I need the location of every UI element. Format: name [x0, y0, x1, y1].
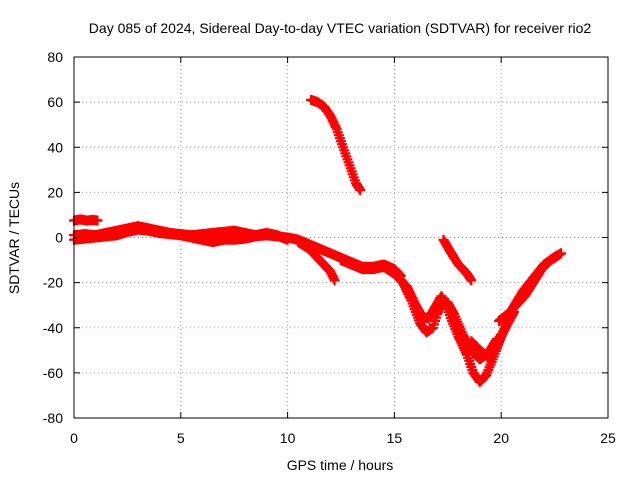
x-axis-label: GPS time / hours: [287, 457, 394, 473]
y-tick-label: -80: [43, 410, 63, 426]
series-markers: [466, 307, 519, 363]
series-8: [438, 234, 477, 286]
series-markers: [438, 234, 477, 286]
tick-layer: 0 5 10 15 20 25 -80 -60 -40 -20 0 20 40 60 80: [43, 49, 616, 446]
series-4: [293, 237, 340, 286]
series-10: [494, 250, 562, 326]
y-tick-label: 80: [47, 49, 63, 65]
y-tick-label: 60: [47, 94, 63, 110]
y-tick-label: -40: [43, 320, 63, 336]
y-tick-label: -20: [43, 275, 63, 291]
y-tick-label: 20: [47, 184, 63, 200]
chart-title: Day 085 of 2024, Sidereal Day-to-day VTE…: [89, 20, 592, 36]
series-5: [306, 94, 366, 196]
x-tick-label: 5: [177, 430, 185, 446]
x-tick-label: 0: [70, 430, 78, 446]
series-markers: [494, 250, 562, 326]
series-9: [466, 307, 519, 363]
y-tick-label: 40: [47, 139, 63, 155]
x-tick-label: 15: [387, 430, 403, 446]
data-layer: [69, 94, 566, 387]
y-tick-label: 0: [55, 230, 63, 246]
y-axis-label: SDTVAR / TECUs: [6, 182, 22, 294]
x-tick-label: 10: [280, 430, 296, 446]
y-tick-label: -60: [43, 365, 63, 381]
x-tick-label: 20: [493, 430, 509, 446]
series-markers: [293, 237, 340, 286]
x-tick-label: 25: [600, 430, 616, 446]
series-markers: [306, 94, 366, 196]
